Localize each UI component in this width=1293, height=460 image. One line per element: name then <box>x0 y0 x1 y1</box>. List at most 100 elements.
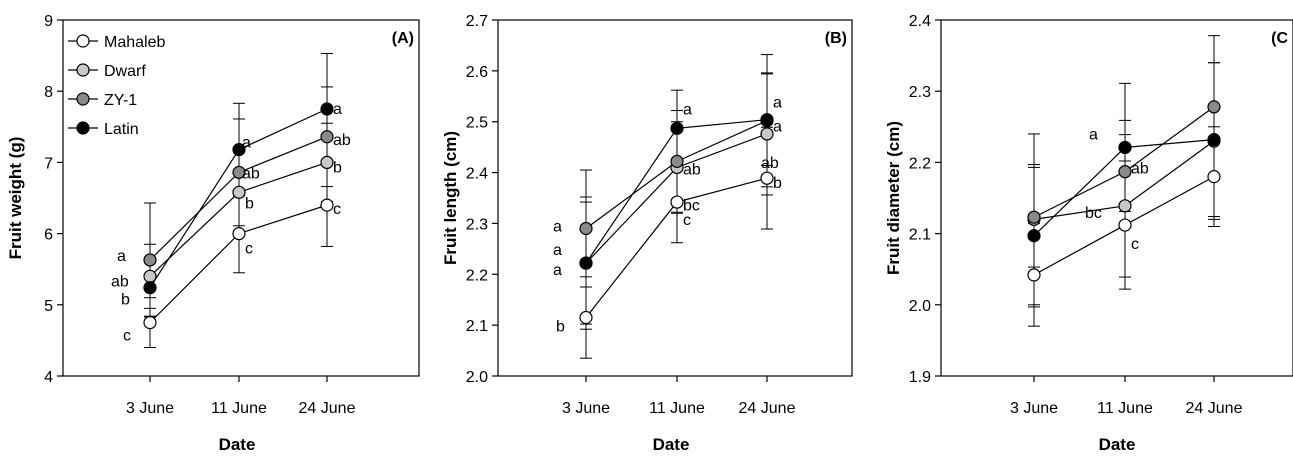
significance-letter: bc <box>683 197 700 214</box>
significance-letter: c <box>333 201 341 218</box>
y-tick-label: 2.1 <box>466 318 488 335</box>
data-point <box>1118 165 1132 179</box>
y-axis-label: Fruit weight (g) <box>6 137 25 260</box>
y-tick-label: 2.4 <box>909 13 931 30</box>
legend-marker <box>76 121 90 135</box>
legend-entry: ZY-1 <box>68 92 137 109</box>
data-point <box>143 281 157 295</box>
significance-letter: a <box>242 135 251 152</box>
data-point <box>1027 210 1041 224</box>
plot-frame <box>62 19 420 377</box>
data-point <box>1118 140 1132 155</box>
x-tick-label: 24 June <box>299 400 356 417</box>
significance-letter: ab <box>242 165 260 182</box>
y-tick-label: 4 <box>44 369 53 386</box>
data-point <box>232 227 246 241</box>
significance-letter: a <box>553 219 562 236</box>
data-point <box>232 165 246 179</box>
y-tick-label: 2.0 <box>466 369 488 386</box>
data-point <box>760 113 774 127</box>
data-point <box>1118 199 1132 213</box>
significance-letter: a <box>773 95 782 112</box>
significance-letter: c <box>245 241 253 258</box>
chart-panel-c: 1.9 2.0 2.1 2.2 2.3 2.4 3 June 11 June 24 June Fr… <box>884 13 1293 454</box>
legend-marker <box>76 92 90 106</box>
significance-letter: a <box>773 119 782 136</box>
legend: Mahaleb Dwarf ZY-1 Latin <box>66 24 169 146</box>
y-tick-label: 2.6 <box>466 64 488 81</box>
y-tick-label: 7 <box>44 155 53 172</box>
x-tick-label: 11 June <box>649 400 705 417</box>
x-axis-label: Date <box>1099 435 1136 454</box>
data-point <box>670 195 684 209</box>
significance-letter: a <box>333 101 342 118</box>
x-tick-label: 3 June <box>562 400 610 417</box>
significance-letter: a <box>553 262 562 279</box>
data-point <box>320 102 334 116</box>
y-tick-label: 2.7 <box>466 13 488 30</box>
data-point <box>320 130 334 144</box>
x-tick-label: 3 June <box>126 400 174 417</box>
data-point <box>760 171 774 185</box>
data-point <box>143 316 157 330</box>
plot-frame <box>940 19 1293 377</box>
significance-letter: bc <box>1085 205 1102 222</box>
panel-label: (A) <box>392 30 414 47</box>
y-tick-label: 1.9 <box>909 369 931 386</box>
x-axis-label: Date <box>219 435 256 454</box>
data-point <box>143 269 157 283</box>
chart-panel-a: 4 5 6 7 8 9 3 June 11 June 24 June Fruit weight (… <box>6 13 420 454</box>
y-tick-label: 2.4 <box>466 166 488 183</box>
x-axis-label: Date <box>653 435 690 454</box>
y-tick-label: 2.3 <box>909 84 931 101</box>
legend-label: Latin <box>104 121 139 138</box>
panel-label: (B) <box>825 30 847 47</box>
significance-letter: c <box>123 328 131 345</box>
significance-letter: ab <box>333 132 351 149</box>
legend-label: Mahaleb <box>104 34 165 51</box>
data-point <box>232 185 246 199</box>
data-point <box>1118 218 1132 232</box>
data-point <box>1207 170 1221 184</box>
significance-letter: b <box>245 195 254 212</box>
x-tick-label: 24 June <box>739 400 796 417</box>
significance-letter: a <box>683 101 692 118</box>
significance-letter: c <box>1131 236 1139 253</box>
significance-letter: a <box>553 242 562 259</box>
significance-letter: c <box>683 212 691 229</box>
x-tick-label: 11 June <box>1097 400 1153 417</box>
data-point <box>1207 100 1221 114</box>
legend-entry: Mahaleb <box>68 34 165 51</box>
significance-letter: a <box>1089 126 1098 143</box>
legend-label: Dwarf <box>104 63 146 80</box>
significance-letter: b <box>556 319 565 336</box>
y-tick-label: 2.0 <box>909 298 931 315</box>
data-point <box>760 127 774 141</box>
x-tick-label: 24 June <box>1186 400 1243 417</box>
data-point <box>232 142 246 157</box>
data-point <box>1027 229 1041 243</box>
data-point <box>320 155 334 169</box>
y-axis-label: Fruit diameter (cm) <box>884 121 903 275</box>
series-latin <box>144 52 333 317</box>
legend-marker <box>76 63 90 77</box>
data-point <box>1027 268 1041 282</box>
legend-label: ZY-1 <box>104 92 137 109</box>
legend-entry: Latin <box>68 121 139 138</box>
significance-letter: ab <box>683 161 701 178</box>
y-tick-label: 2.5 <box>466 115 488 132</box>
y-tick-label: 6 <box>44 227 53 244</box>
y-axis-label: Fruit length (cm) <box>441 131 460 265</box>
data-point <box>143 253 157 267</box>
y-tick-label: 2.1 <box>909 227 931 244</box>
data-point <box>579 256 593 270</box>
data-point <box>670 121 684 135</box>
significance-letter: a <box>117 248 126 265</box>
significance-letter: b <box>333 159 342 176</box>
significance-letter: b <box>773 175 782 192</box>
y-tick-label: 2.3 <box>466 216 488 233</box>
data-point <box>670 154 684 168</box>
significance-letter: ab <box>761 155 779 172</box>
